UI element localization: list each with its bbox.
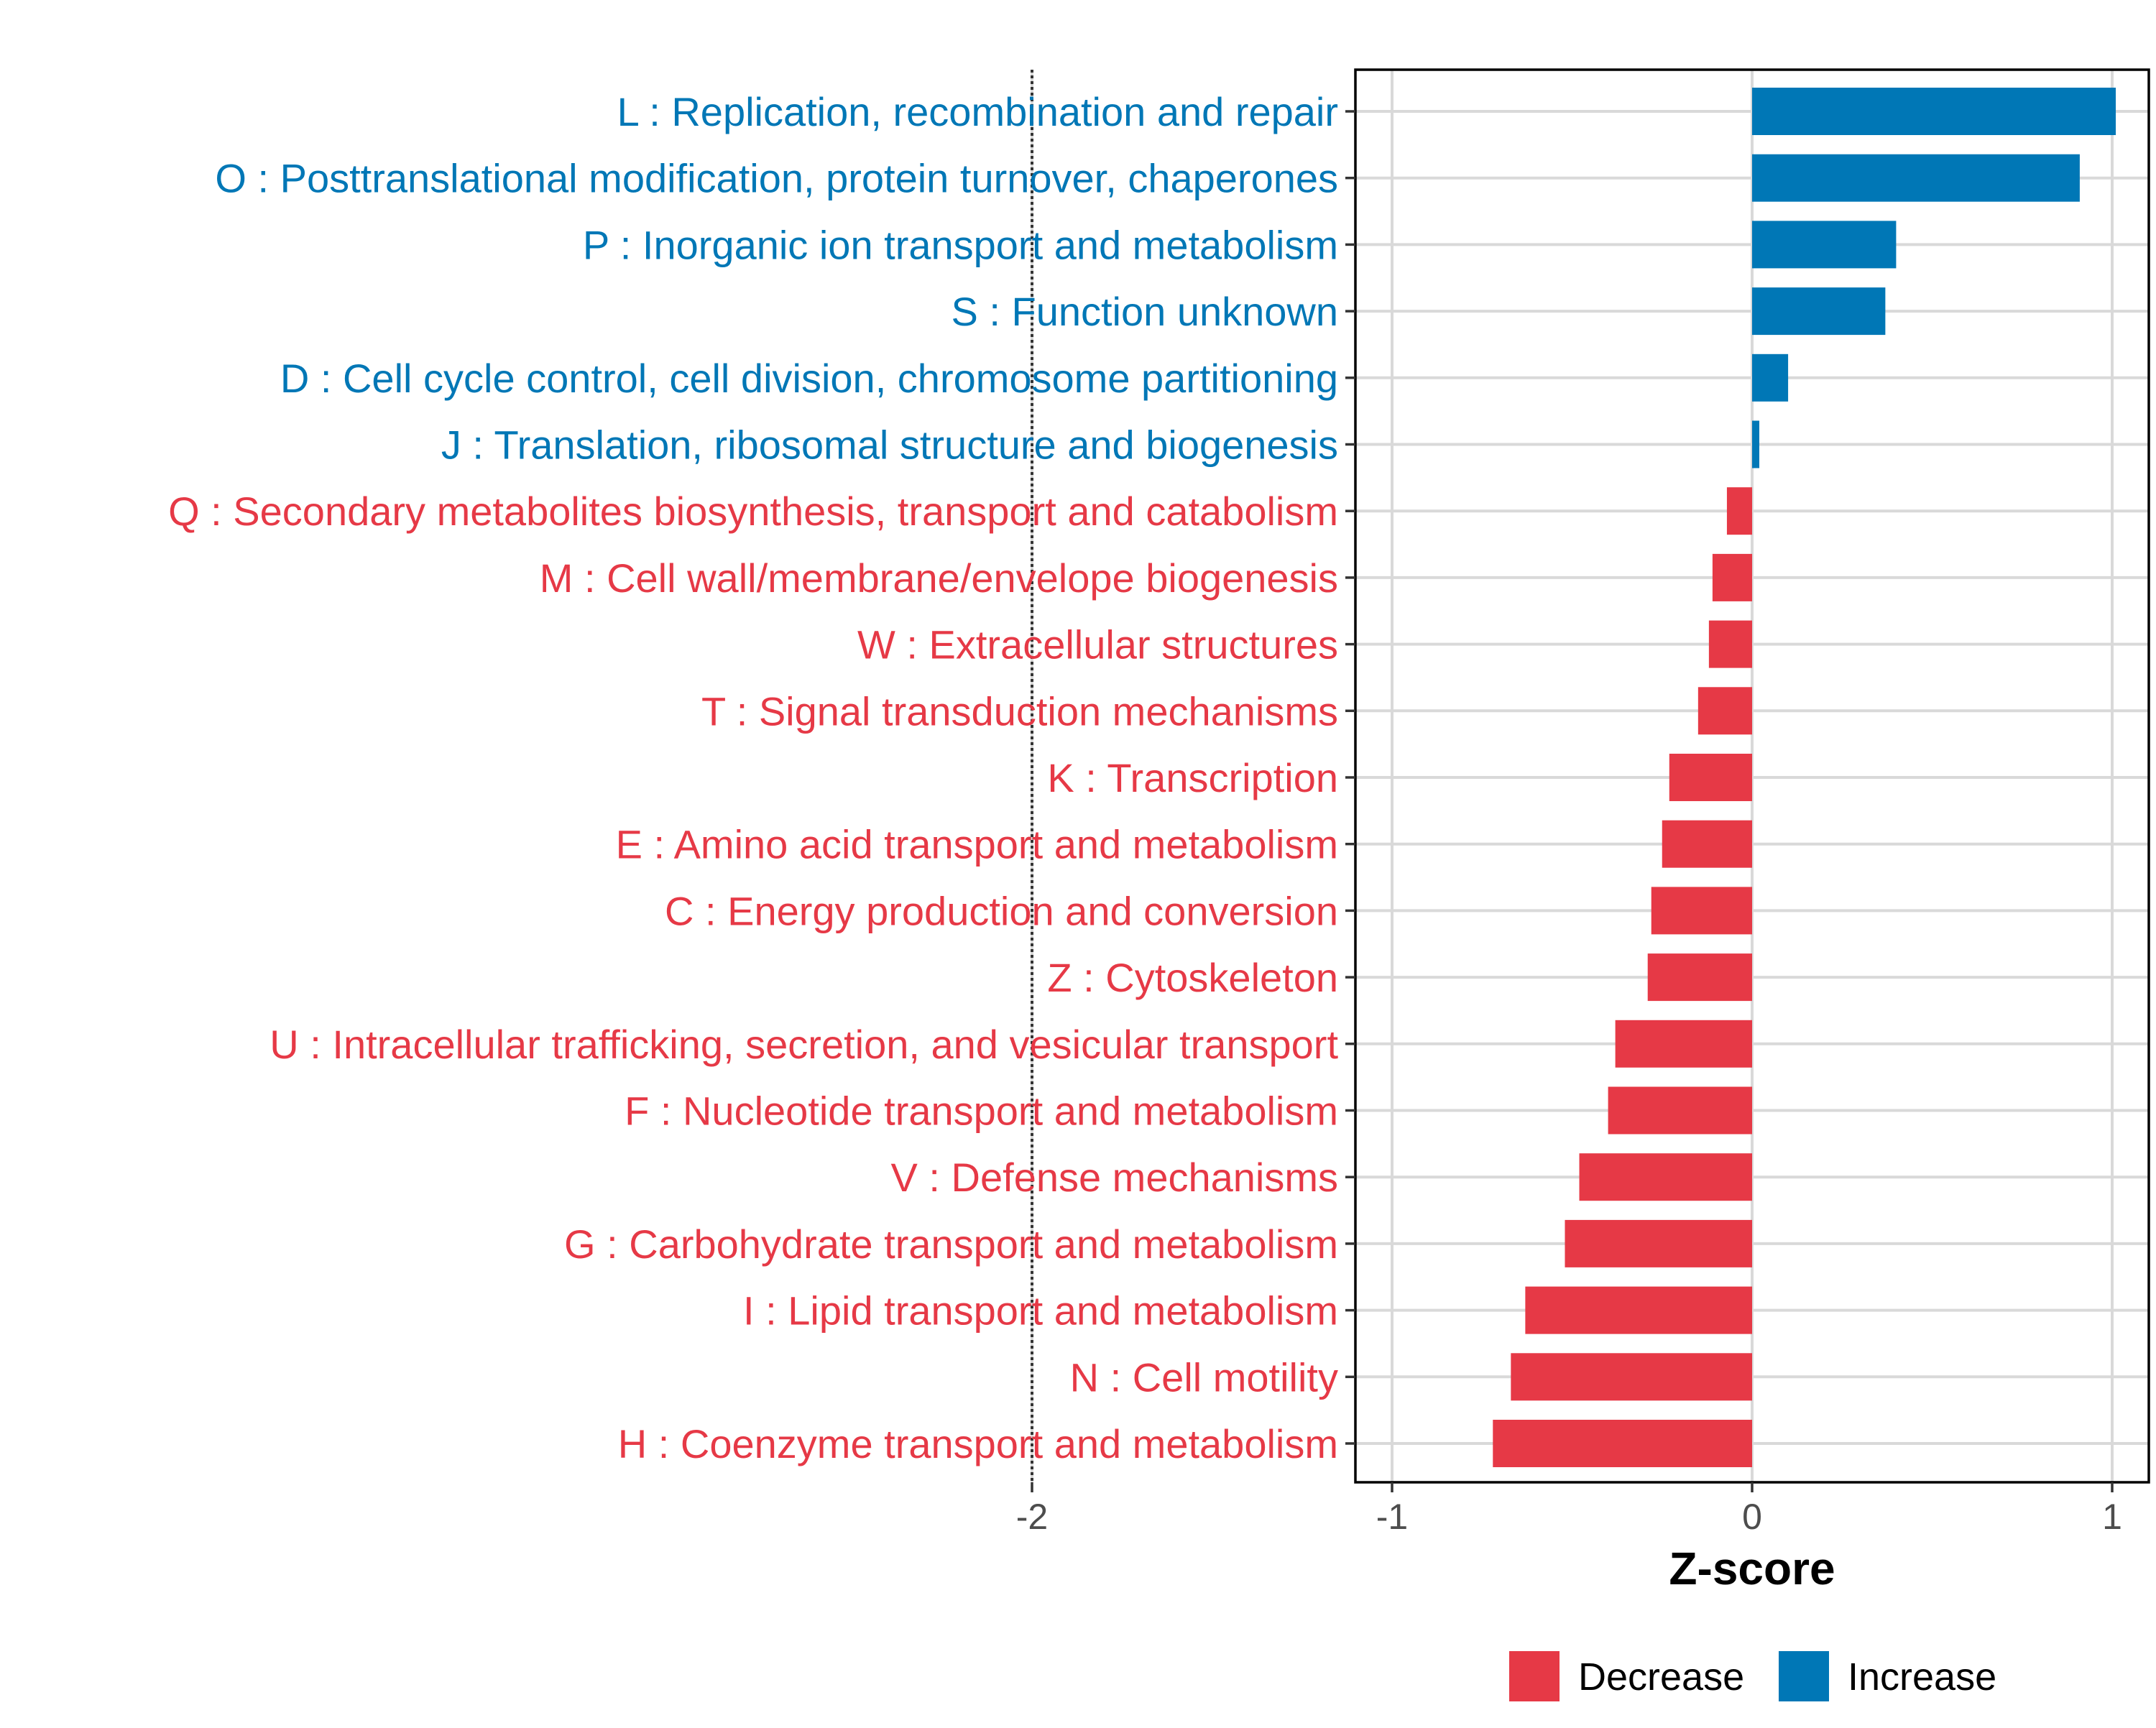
legend-label: Increase	[1848, 1655, 1996, 1699]
legend-swatch	[1779, 1651, 1829, 1701]
legend-label: Decrease	[1578, 1655, 1744, 1699]
bar	[1647, 953, 1752, 1002]
bar	[1752, 154, 2080, 202]
bar	[1712, 553, 1752, 601]
bar	[1697, 687, 1752, 735]
bar	[1615, 1020, 1752, 1068]
category-label: V : Defense mechanisms	[891, 1155, 1338, 1200]
category-label: I : Lipid transport and metabolism	[743, 1288, 1338, 1334]
x-axis-ticks: -2-1012	[1016, 1482, 2122, 1537]
category-label: Q : Secondary metabolites biosynthesis, …	[168, 489, 1338, 534]
category-label: H : Coenzyme transport and metabolism	[618, 1421, 1338, 1466]
bar	[1579, 1153, 1752, 1201]
bar	[1708, 620, 1752, 668]
bar	[1525, 1286, 1752, 1334]
bar	[1511, 1353, 1752, 1401]
category-label: O : Posttranslational modification, prot…	[215, 156, 1338, 201]
category-label: E : Amino acid transport and metabolism	[616, 822, 1338, 867]
x-tick-label: 0	[1742, 1497, 1762, 1537]
category-label: P : Inorganic ion transport and metaboli…	[583, 222, 1338, 267]
bar	[1565, 1219, 1752, 1267]
category-label: T : Signal transduction mechanisms	[701, 688, 1338, 734]
category-label: J : Translation, ribosomal structure and…	[441, 422, 1338, 468]
category-label: L : Replication, recombination and repai…	[617, 89, 1338, 134]
category-labels: L : Replication, recombination and repai…	[168, 89, 1355, 1466]
category-label: G : Carbohydrate transport and metabolis…	[564, 1221, 1338, 1267]
bar	[1669, 754, 1752, 801]
bar	[1752, 420, 1760, 468]
category-label: K : Transcription	[1047, 755, 1338, 800]
category-label: S : Function unknown	[951, 289, 1338, 334]
x-axis-title: Z-score	[1669, 1543, 1835, 1594]
bar	[1752, 354, 1789, 402]
category-label: M : Cell wall/membrane/envelope biogenes…	[540, 555, 1338, 601]
bar	[1752, 88, 2116, 135]
bar	[1662, 820, 1752, 868]
bar	[1752, 221, 1897, 269]
x-tick-label: -1	[1376, 1497, 1408, 1537]
category-label: Z : Cytoskeleton	[1047, 955, 1338, 1000]
bar	[1651, 887, 1752, 935]
category-label: U : Intracellular trafficking, secretion…	[270, 1022, 1338, 1067]
category-label: W : Extracellular structures	[857, 622, 1338, 667]
category-label: N : Cell motility	[1070, 1354, 1338, 1400]
x-tick-label: -2	[1016, 1497, 1048, 1537]
category-label: F : Nucleotide transport and metabolism	[625, 1089, 1338, 1134]
legend-swatch	[1509, 1651, 1560, 1701]
bar	[1608, 1086, 1752, 1135]
legend: Decrease Increase	[1509, 1651, 1996, 1701]
category-label: D : Cell cycle control, cell division, c…	[280, 356, 1338, 401]
bar	[1493, 1420, 1752, 1467]
x-tick-label: 1	[2102, 1497, 2122, 1537]
bar-layer	[1493, 88, 2116, 1467]
category-label: C : Energy production and conversion	[665, 888, 1338, 933]
bar	[1752, 287, 1886, 336]
bar	[1726, 487, 1752, 535]
